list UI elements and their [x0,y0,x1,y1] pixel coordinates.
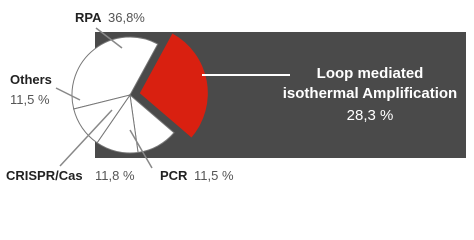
value-label: 11,5 % [10,92,50,107]
leader-line [55,87,81,101]
page: RPA 36,8% Loop mediated isothermal Amplifi… [6,10,466,183]
leader-line [95,27,123,49]
category-label: RPA [75,10,102,25]
pie-slice [139,33,208,138]
chart [55,27,466,169]
category-label: PCR [160,168,188,183]
leader-line [129,129,153,169]
category-label: Loop mediated isothermal Amplification [282,65,458,102]
value-label: 11,5 % [194,168,234,183]
leader-line [59,109,113,167]
value-label: 28,3 % [346,107,394,124]
value-label: 11,8 % [95,168,135,183]
pie-slice [71,36,159,110]
category-label: Others [10,72,52,87]
value-label: 36,8% [108,10,145,25]
pie-slice [73,94,132,144]
category-label: CRISPR/Cas [6,168,83,183]
